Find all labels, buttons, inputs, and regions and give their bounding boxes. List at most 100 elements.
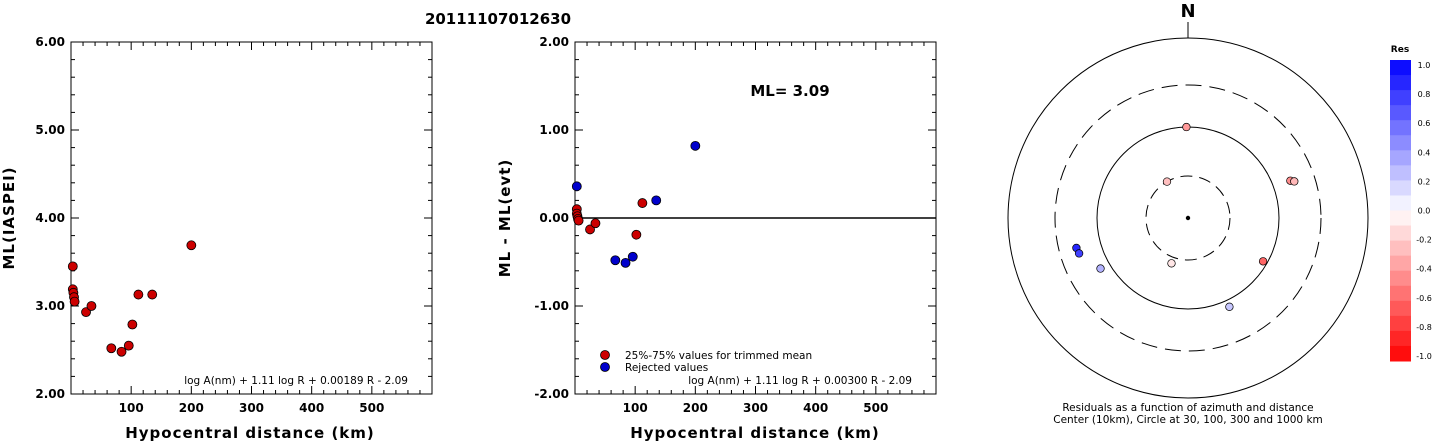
panel2-point xyxy=(590,218,601,229)
panel1-point xyxy=(116,346,127,357)
colorbar-tick-label: -0.8 xyxy=(1416,323,1432,332)
panel1-xtick-label: 400 xyxy=(299,401,324,415)
colorbar-cell xyxy=(1390,135,1411,151)
colorbar-tick-label: 0.2 xyxy=(1418,177,1431,186)
colorbar: Res 1.0 0.8 0.6 0.4 0.2 0.0 -0.2 -0.4 -0.6 -0.8 -1… xyxy=(1390,45,1432,362)
north-label: N xyxy=(1180,1,1195,22)
colorbar-tick-label: -0.2 xyxy=(1416,236,1432,245)
panel1-xtick-label: 500 xyxy=(359,401,384,415)
panel1-point xyxy=(86,301,97,311)
panel2-points xyxy=(571,140,701,268)
panel2-point xyxy=(690,140,701,151)
colorbar-cell xyxy=(1390,300,1411,317)
panel2-ytick-label: 1.00 xyxy=(539,123,569,137)
panel1-ytick-label: 5.00 xyxy=(35,123,65,137)
colorbar-cell xyxy=(1390,195,1411,211)
panel2-point xyxy=(637,198,648,208)
ring-300km xyxy=(1054,84,1322,352)
polar-point xyxy=(1162,177,1172,186)
colorbar-cell xyxy=(1390,270,1411,287)
colorbar-tick-label: 0.6 xyxy=(1418,119,1431,128)
panel-magnitude: 2.00 3.00 4.00 5.00 6.00 100 200 300 400 500 Hypo… xyxy=(0,35,433,441)
panel1-points xyxy=(67,240,197,357)
panel2-ylabel: ML - ML(evt) xyxy=(496,159,514,277)
panel1-ytick-label: 6.00 xyxy=(35,35,65,49)
colorbar-cell xyxy=(1390,105,1411,121)
panel1-point xyxy=(186,240,197,251)
panel2-point xyxy=(571,181,582,192)
legend-trimmed-label: 25%-75% values for trimmed mean xyxy=(625,350,812,362)
polar-point xyxy=(1096,264,1105,273)
polar-caption-2: Center (10km), Circle at 30, 100, 300 an… xyxy=(1053,414,1323,426)
colorbar-cell xyxy=(1390,75,1411,91)
panel1-point xyxy=(67,261,78,272)
panel1-xtick-label: 200 xyxy=(179,401,204,415)
colorbar-cell xyxy=(1390,165,1411,181)
panel2-point xyxy=(651,195,662,206)
panel1-point xyxy=(133,289,144,300)
ring-1000km xyxy=(1007,37,1369,399)
polar-caption-1: Residuals as a function of azimuth and d… xyxy=(1062,402,1313,414)
colorbar-labels: 1.0 0.8 0.6 0.4 0.2 0.0 -0.2 -0.4 -0.6 -0.8 -1.0 xyxy=(1416,61,1432,361)
panel2-point xyxy=(610,255,621,266)
colorbar-cell xyxy=(1390,225,1411,242)
panel2-xtick-label: 300 xyxy=(743,401,768,415)
legend-rejected-marker xyxy=(600,362,610,372)
polar-point xyxy=(1167,259,1176,268)
epicenter-dot xyxy=(1185,215,1191,221)
panel1-point xyxy=(123,340,134,351)
colorbar-tick-label: 0.0 xyxy=(1418,207,1431,216)
polar-point xyxy=(1074,249,1084,258)
panel2-point xyxy=(573,215,584,226)
colorbar-cell xyxy=(1390,345,1411,362)
colorbar-cells xyxy=(1390,60,1411,362)
polar-point xyxy=(1225,302,1234,311)
colorbar-title: Res xyxy=(1391,45,1409,55)
panel2-point xyxy=(627,251,638,262)
colorbar-tick-label: 1.0 xyxy=(1418,61,1431,70)
colorbar-tick-label: -0.4 xyxy=(1416,265,1432,274)
panel1-xtick-label: 300 xyxy=(239,401,264,415)
colorbar-cell xyxy=(1390,150,1411,166)
page-title: 20111107012630 xyxy=(425,10,571,28)
panel1-point xyxy=(147,289,158,300)
colorbar-cell xyxy=(1390,330,1411,347)
panel2-point xyxy=(585,224,595,235)
panel1-point xyxy=(127,319,138,330)
legend-rejected-label: Rejected values xyxy=(625,362,708,374)
ring-30km xyxy=(1145,175,1231,261)
legend-trimmed-marker xyxy=(600,350,610,360)
colorbar-cell xyxy=(1390,285,1411,302)
panel2-xtick-label: 100 xyxy=(623,401,648,415)
polar-points xyxy=(1072,122,1299,311)
panel1-ytick-label: 2.00 xyxy=(35,387,65,401)
colorbar-cell xyxy=(1390,120,1411,136)
panel2-ticks: -2.00 -1.00 0.00 1.00 2.00 100 200 300 400 500 xyxy=(534,35,937,415)
panel2-formula: log A(nm) + 1.11 log R + 0.00300 R - 2.0… xyxy=(688,375,912,387)
panel2-point xyxy=(631,229,642,240)
colorbar-cell xyxy=(1390,240,1411,257)
panel1-frame xyxy=(70,41,433,395)
panel1-xlabel: Hypocentral distance (km) xyxy=(125,424,375,441)
panel1-ytick-label: 4.00 xyxy=(35,211,65,225)
panel1-point xyxy=(106,343,117,354)
panel2-ytick-label: -2.00 xyxy=(534,387,569,401)
colorbar-cell xyxy=(1390,315,1411,332)
panel1-xtick-label: 100 xyxy=(119,401,144,415)
panel1-formula: log A(nm) + 1.11 log R + 0.00189 R - 2.0… xyxy=(184,375,408,387)
ml-value: ML= 3.09 xyxy=(750,82,829,100)
polar-point xyxy=(1182,122,1191,132)
colorbar-tick-label: 0.8 xyxy=(1418,90,1431,99)
panel2-ytick-label: 2.00 xyxy=(539,35,569,49)
colorbar-tick-label: -1.0 xyxy=(1416,352,1432,361)
colorbar-cell xyxy=(1390,255,1411,272)
panel2-xtick-label: 200 xyxy=(683,401,708,415)
polar-point xyxy=(1258,257,1268,266)
panel-residuals: -2.00 -1.00 0.00 1.00 2.00 100 200 300 400 500 Hy… xyxy=(496,35,937,441)
colorbar-tick-label: -0.6 xyxy=(1416,294,1432,303)
panel1-ytick-label: 3.00 xyxy=(35,299,65,313)
panel1-point xyxy=(69,296,80,307)
panel2-xtick-label: 500 xyxy=(863,401,888,415)
panel1-ticks: 2.00 3.00 4.00 5.00 6.00 100 200 300 400 500 xyxy=(35,35,433,415)
colorbar-tick-label: 0.4 xyxy=(1418,148,1431,157)
